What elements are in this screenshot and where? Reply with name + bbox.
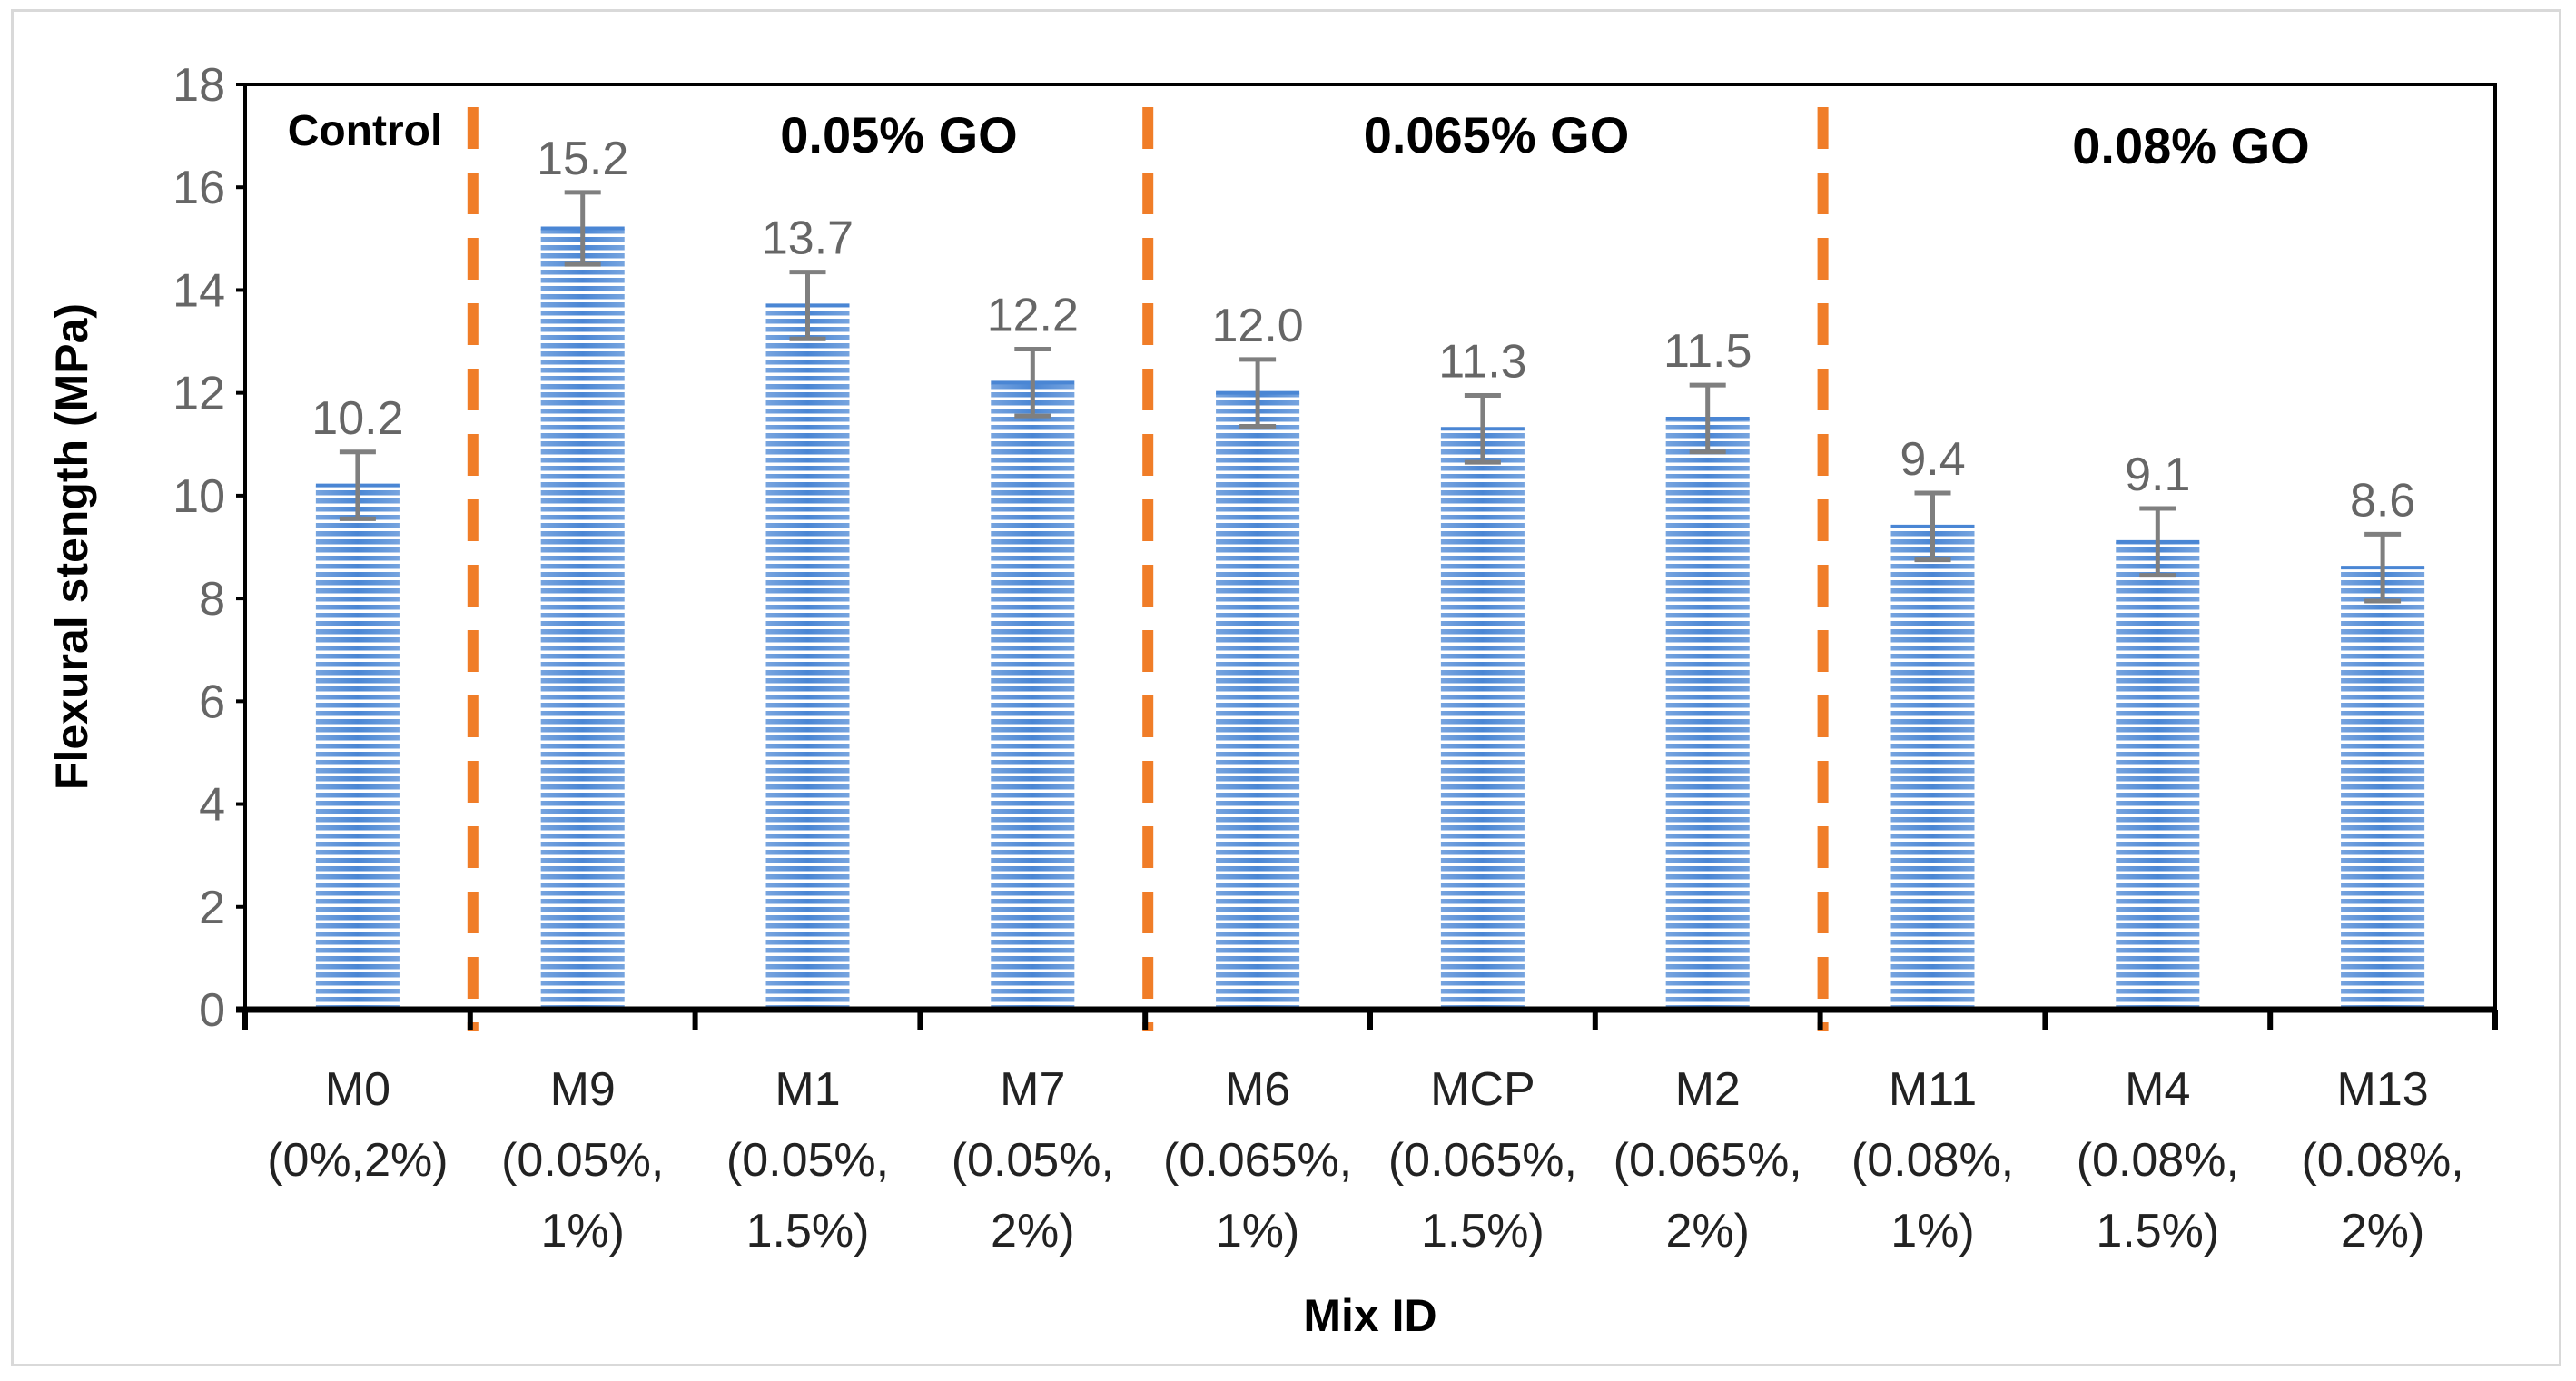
data-label: 13.7 xyxy=(762,212,854,265)
y-tick-label: 4 xyxy=(199,779,225,832)
category-label: (0.05%, xyxy=(726,1134,889,1187)
category-label: M13 xyxy=(2337,1063,2429,1116)
group-dividers xyxy=(467,107,1829,1031)
category-labels: M0 (0%,2%) M9 (0.05%, 1%) M1 (0.05%, 1.5%) M7 (0.… xyxy=(267,1063,2464,1258)
y-tick-label: 18 xyxy=(173,59,225,112)
category-label: M11 xyxy=(1889,1063,1977,1116)
category-label: 2%) xyxy=(1665,1205,1749,1258)
y-tick-label: 0 xyxy=(199,984,225,1037)
bar-shade xyxy=(1890,526,1975,1010)
category-label: (0.065%, xyxy=(1388,1134,1577,1187)
category-label: MCP xyxy=(1430,1063,1535,1116)
category-label: (0.08%, xyxy=(2077,1134,2239,1187)
bars: 10.2 15.2 13.7 12.2 12.0 11.3 11.5 9.4 9.1 8.6 xyxy=(311,133,2425,1011)
data-label: 12.2 xyxy=(987,290,1079,342)
group-label-3: 0.08% GO xyxy=(2072,117,2309,174)
category-label: 2%) xyxy=(991,1205,1074,1258)
y-tick-label: 2 xyxy=(199,882,225,934)
category-label: 1.5%) xyxy=(2096,1205,2219,1258)
y-tick-label: 6 xyxy=(199,676,225,728)
y-axis-title: Flexural stength (MPa) xyxy=(46,303,97,790)
y-tick-label: 8 xyxy=(199,573,225,626)
category-label: 1%) xyxy=(1216,1205,1299,1258)
category-label: M4 xyxy=(2125,1063,2190,1116)
category-label: M0 xyxy=(325,1063,390,1116)
bar-shade xyxy=(540,228,625,1010)
category-label: (0.065%, xyxy=(1163,1134,1352,1187)
category-label: (0.08%, xyxy=(1851,1134,2014,1187)
category-label: 1.5%) xyxy=(1421,1205,1545,1258)
data-label: 9.1 xyxy=(2125,449,2190,501)
bar-shade xyxy=(765,305,850,1011)
category-label: 1%) xyxy=(540,1205,624,1258)
category-label: 1%) xyxy=(1890,1205,1974,1258)
y-axis-ticks: 0 2 4 6 8 10 12 14 16 18 xyxy=(173,59,245,1037)
bar-shade xyxy=(2116,541,2200,1010)
x-axis xyxy=(236,1006,2498,1030)
y-tick-label: 10 xyxy=(173,470,225,523)
group-label-0: Control xyxy=(288,107,443,155)
category-label: M1 xyxy=(775,1063,840,1116)
bar-shade xyxy=(2341,567,2425,1010)
category-label: M7 xyxy=(1000,1063,1065,1116)
data-label: 11.5 xyxy=(1663,325,1752,378)
bar-shade xyxy=(1216,392,1300,1011)
group-labels: Control 0.05% GO 0.065% GO 0.08% GO xyxy=(288,106,2310,174)
data-label: 12.0 xyxy=(1211,300,1303,352)
category-label: 2%) xyxy=(2341,1205,2424,1258)
bar-shade xyxy=(315,485,400,1010)
category-label: M9 xyxy=(550,1063,616,1116)
group-label-1: 0.05% GO xyxy=(780,106,1017,163)
bar-shade xyxy=(1665,418,1750,1010)
bar-shade xyxy=(1440,429,1525,1010)
category-label: (0.08%, xyxy=(2301,1134,2463,1187)
y-tick-label: 12 xyxy=(173,368,225,420)
group-label-2: 0.065% GO xyxy=(1364,106,1630,163)
category-label: (0.065%, xyxy=(1614,1134,1802,1187)
category-label: M6 xyxy=(1225,1063,1290,1116)
category-label: (0.05%, xyxy=(501,1134,664,1187)
data-label: 9.4 xyxy=(1900,433,1965,486)
category-label: M2 xyxy=(1675,1063,1741,1116)
category-label: 1.5%) xyxy=(746,1205,870,1258)
bar-shade xyxy=(991,382,1075,1010)
data-label: 11.3 xyxy=(1438,335,1526,388)
data-label: 8.6 xyxy=(2350,474,2415,527)
y-tick-label: 16 xyxy=(173,162,225,214)
x-axis-title: Mix ID xyxy=(1303,1290,1436,1341)
data-label: 15.2 xyxy=(537,133,628,185)
category-label: (0.05%, xyxy=(952,1134,1114,1187)
category-label: (0%,2%) xyxy=(267,1134,448,1187)
data-label: 10.2 xyxy=(311,392,403,445)
y-tick-label: 14 xyxy=(173,264,225,317)
